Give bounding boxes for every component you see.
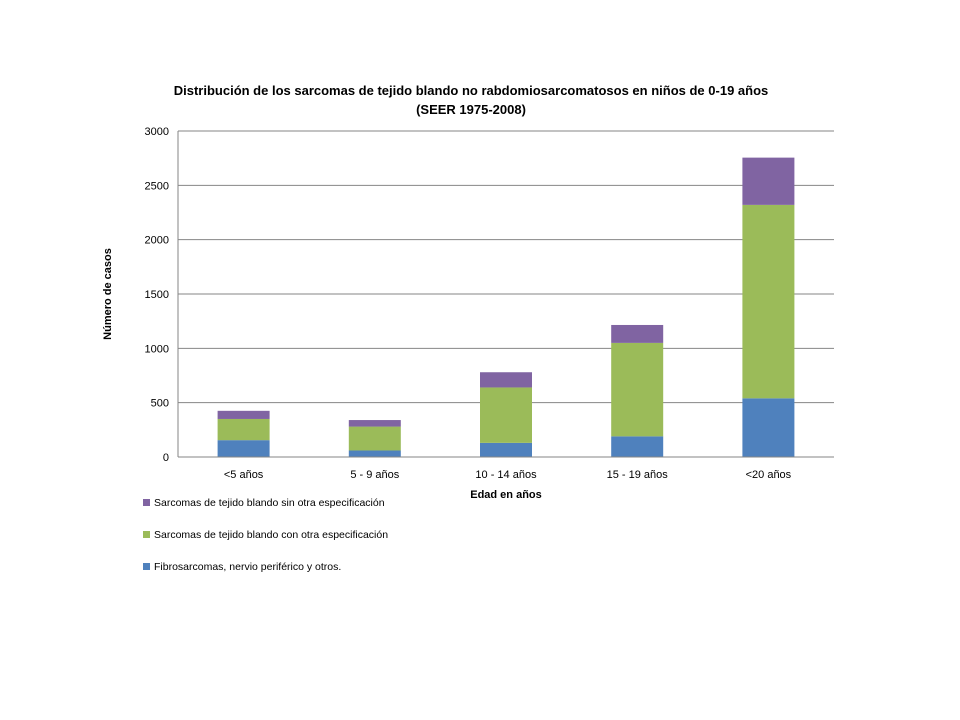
bar-segment bbox=[480, 387, 532, 443]
bar-segment bbox=[348, 420, 401, 427]
y-tick-label: 1500 bbox=[145, 289, 169, 301]
bar-segment bbox=[742, 157, 795, 205]
bar-segment bbox=[348, 450, 401, 457]
y-axis-ticks: 0 500 1000 1500 2000 2500 3000 bbox=[145, 126, 169, 464]
y-axis-label: Número de casos bbox=[102, 248, 114, 340]
bar-segment bbox=[611, 324, 664, 343]
bar-segment bbox=[348, 426, 401, 451]
y-tick-label: 500 bbox=[151, 398, 169, 410]
legend-swatch bbox=[143, 499, 150, 506]
bar-segment bbox=[480, 372, 532, 388]
legend-label: Sarcomas de tejido blando con otra espec… bbox=[154, 529, 388, 541]
x-tick-label: <5 años bbox=[224, 469, 264, 481]
bars bbox=[217, 157, 795, 457]
bar-segment bbox=[611, 342, 664, 437]
chart-subtitle: (SEER 1975-2008) bbox=[416, 102, 526, 117]
bar-segment bbox=[480, 442, 532, 457]
y-tick-label: 2500 bbox=[145, 180, 169, 192]
x-axis-ticks: <5 años 5 - 9 años 10 - 14 años 15 - 19 año… bbox=[224, 469, 792, 481]
x-tick-label: 5 - 9 años bbox=[350, 469, 399, 481]
gridlines bbox=[178, 130, 834, 404]
y-tick-label: 3000 bbox=[145, 126, 169, 138]
legend-label: Fibrosarcomas, nervio periférico y otros… bbox=[154, 561, 341, 573]
legend-label: Sarcomas de tejido blando sin otra espec… bbox=[154, 497, 385, 509]
legend-swatch bbox=[143, 531, 150, 538]
x-tick-label: 15 - 19 años bbox=[607, 469, 669, 481]
y-tick-label: 1000 bbox=[145, 343, 169, 355]
bar-segment bbox=[742, 204, 795, 399]
chart-title: Distribución de los sarcomas de tejido b… bbox=[174, 83, 769, 98]
bar-segment bbox=[217, 440, 270, 457]
y-tick-label: 2000 bbox=[145, 235, 169, 247]
x-tick-label: 10 - 14 años bbox=[475, 469, 537, 481]
bar-segment bbox=[611, 436, 664, 457]
x-axis-label: Edad en años bbox=[470, 489, 542, 501]
x-tick-label: <20 años bbox=[746, 469, 792, 481]
legend: Sarcomas de tejido blando sin otra espec… bbox=[143, 497, 388, 573]
y-tick-label: 0 bbox=[163, 452, 169, 464]
legend-swatch bbox=[143, 563, 150, 570]
bar-segment bbox=[217, 418, 270, 441]
bar-segment bbox=[742, 398, 795, 457]
bar-segment bbox=[217, 410, 270, 419]
